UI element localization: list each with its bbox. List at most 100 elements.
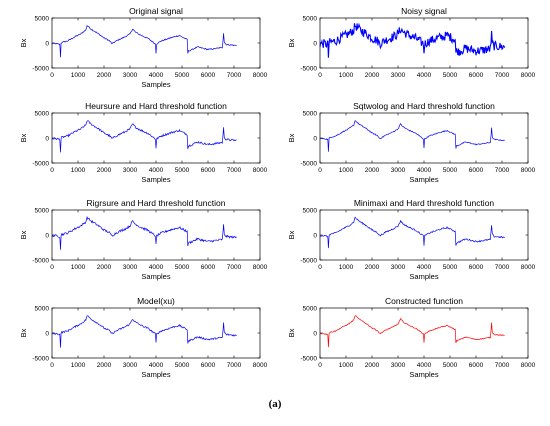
x-tick-label: 1000 (71, 264, 86, 271)
x-tick-label: 7000 (495, 264, 510, 271)
x-tick-label: 0 (318, 362, 322, 369)
panel-1: 0 1000 2000 3000 4000 5000 6000 7000 8000-500005… (19, 6, 268, 89)
x-tick-label: 6000 (201, 264, 216, 271)
x-tick-label: 2000 (97, 362, 112, 369)
y-tick-label: 0 (45, 135, 49, 142)
x-tick-label: 8000 (521, 362, 536, 369)
x-axis-label: Samples (141, 370, 170, 379)
x-tick-label: 1000 (339, 264, 354, 271)
plot-frame (51, 112, 261, 164)
y-axis-label: Bx (287, 133, 296, 142)
x-tick-label: 5000 (175, 362, 190, 369)
x-tick-label: 1000 (339, 362, 354, 369)
panel-title: Heursure and Hard threshold function (85, 101, 227, 111)
x-tick-label: 3000 (391, 264, 406, 271)
x-tick-label: 0 (50, 72, 54, 79)
x-tick-label: 8000 (253, 167, 268, 174)
x-tick-label: 1000 (71, 167, 86, 174)
x-tick-label: 7000 (495, 167, 510, 174)
x-tick-label: 7000 (495, 362, 510, 369)
x-tick-label: 8000 (521, 167, 536, 174)
plot-frame (319, 209, 529, 261)
y-axis-label: Bx (19, 230, 28, 239)
x-tick-label: 3000 (391, 362, 406, 369)
y-tick-label: 5000 (35, 15, 50, 22)
y-tick-label: 0 (313, 40, 317, 47)
panel-2: 0 1000 2000 3000 4000 5000 6000 7000 8000-500005… (287, 6, 536, 79)
plot-frame (51, 307, 261, 359)
y-tick-label: -5000 (300, 355, 317, 362)
y-tick-label: 0 (313, 232, 317, 239)
x-tick-label: 4000 (149, 362, 164, 369)
y-tick-label: -5000 (32, 355, 49, 362)
x-axis-label: Samples (409, 370, 438, 379)
x-tick-label: 1000 (71, 362, 86, 369)
x-tick-label: 5000 (443, 167, 458, 174)
x-tick-label: 6000 (469, 167, 484, 174)
x-tick-label: 3000 (123, 362, 138, 369)
y-tick-label: 5000 (35, 207, 50, 214)
y-tick-label: -5000 (300, 160, 317, 167)
panel-title: Sqtwolog and Hard threshold function (353, 101, 495, 111)
panel-6: 0 1000 2000 3000 4000 5000 6000 7000 8000-500005… (287, 198, 536, 281)
x-tick-label: 5000 (443, 362, 458, 369)
x-tick-label: 0 (50, 362, 54, 369)
x-tick-label: 0 (318, 264, 322, 271)
series-line (51, 315, 237, 348)
x-tick-label: 2000 (365, 72, 380, 79)
y-axis-label: Bx (287, 328, 296, 337)
x-axis-label: Samples (141, 80, 170, 89)
x-tick-label: 6000 (469, 362, 484, 369)
plot-frame (51, 17, 261, 69)
x-tick-label: 1000 (339, 167, 354, 174)
x-tick-label: 7000 (227, 264, 242, 271)
y-tick-label: 5000 (35, 305, 50, 312)
x-tick-label: 2000 (97, 167, 112, 174)
x-tick-label: 4000 (149, 167, 164, 174)
x-tick-label: 5000 (175, 167, 190, 174)
x-tick-label: 7000 (227, 72, 242, 79)
y-axis-label: Bx (287, 230, 296, 239)
x-tick-label: 8000 (253, 72, 268, 79)
x-tick-label: 5000 (175, 72, 190, 79)
x-tick-label: 8000 (521, 264, 536, 271)
x-tick-label: 4000 (417, 167, 432, 174)
x-tick-label: 0 (50, 264, 54, 271)
y-tick-label: 0 (45, 330, 49, 337)
y-tick-label: 5000 (303, 207, 318, 214)
panel-5: 0 1000 2000 3000 4000 5000 6000 7000 8000-500005… (19, 198, 268, 281)
x-tick-label: 7000 (227, 362, 242, 369)
y-tick-label: 5000 (35, 110, 50, 117)
x-axis-label: Samples (141, 272, 170, 281)
x-axis-label: Samples (141, 175, 170, 184)
y-tick-label: 5000 (303, 15, 318, 22)
series-line (51, 24, 237, 58)
x-tick-label: 0 (50, 167, 54, 174)
y-axis-label: Bx (287, 38, 296, 47)
x-tick-label: 8000 (253, 362, 268, 369)
y-tick-label: 5000 (303, 110, 318, 117)
x-tick-label: 4000 (417, 72, 432, 79)
x-tick-label: 2000 (365, 264, 380, 271)
x-tick-label: 0 (318, 72, 322, 79)
panel-title: Constructed function (385, 296, 463, 306)
x-tick-label: 5000 (175, 264, 190, 271)
x-tick-label: 6000 (469, 72, 484, 79)
x-tick-label: 1000 (71, 72, 86, 79)
y-axis-label: Bx (19, 38, 28, 47)
x-tick-label: 6000 (201, 72, 216, 79)
x-tick-label: 3000 (123, 264, 138, 271)
x-tick-label: 6000 (201, 167, 216, 174)
x-axis-label: Samples (409, 175, 438, 184)
x-tick-label: 3000 (123, 167, 138, 174)
y-tick-label: 5000 (303, 305, 318, 312)
y-tick-label: -5000 (32, 257, 49, 264)
y-axis-label: Bx (19, 328, 28, 337)
x-tick-label: 6000 (469, 264, 484, 271)
panel-3: 0 1000 2000 3000 4000 5000 6000 7000 8000-500005… (19, 101, 268, 184)
y-axis-label: Bx (19, 133, 28, 142)
series-line (319, 315, 505, 348)
y-tick-label: 0 (45, 232, 49, 239)
plot-frame (319, 307, 529, 359)
